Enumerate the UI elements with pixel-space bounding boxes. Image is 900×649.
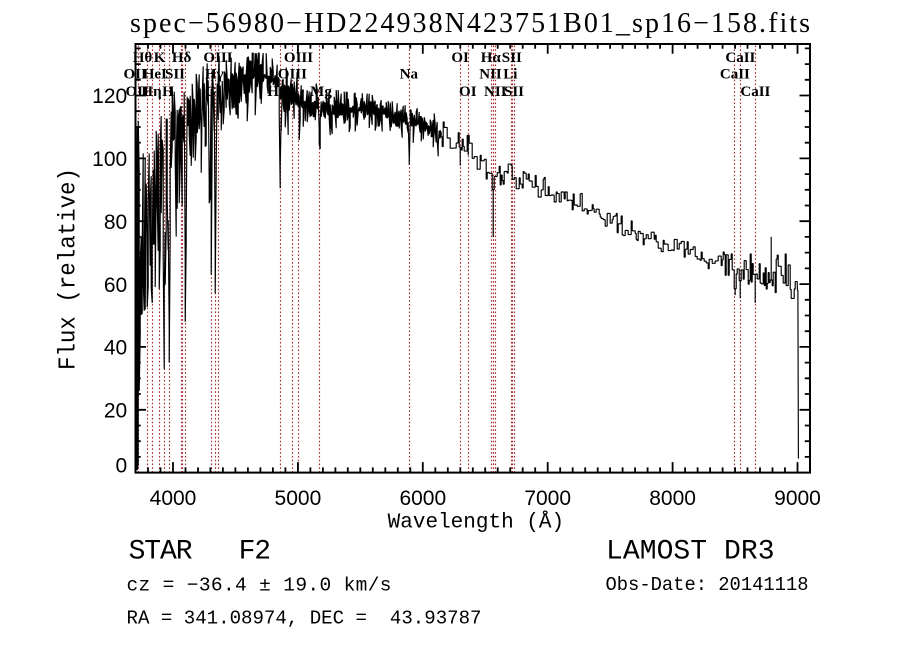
svg-text:Wavelength (Å): Wavelength (Å) — [388, 512, 564, 535]
svg-text:Hθ: Hθ — [133, 50, 153, 66]
svg-text:RA = 341.08974, DEC = 43.9378: RA = 341.08974, DEC = 43.93787 — [127, 607, 482, 629]
svg-text:Li: Li — [503, 67, 517, 83]
svg-text:4000: 4000 — [150, 487, 197, 510]
svg-text:Hδ: Hδ — [172, 50, 192, 66]
svg-text:OIII: OIII — [284, 50, 313, 66]
svg-text:6000: 6000 — [399, 487, 446, 510]
svg-text:H: H — [162, 84, 174, 100]
svg-text:HeI: HeI — [143, 67, 167, 83]
svg-text:Na: Na — [400, 67, 419, 83]
svg-text:SII: SII — [504, 84, 524, 100]
svg-text:SII: SII — [165, 67, 185, 83]
svg-text:CaII: CaII — [725, 50, 755, 66]
svg-text:OI: OI — [451, 50, 469, 66]
svg-text:120: 120 — [92, 85, 127, 108]
svg-text:8000: 8000 — [649, 487, 696, 510]
svg-text:5000: 5000 — [275, 487, 322, 510]
svg-text:spec−56980−HD224938N423751B01_: spec−56980−HD224938N423751B01_sp16−158.f… — [130, 8, 810, 39]
svg-text:cz = −36.4 ± 19.0 km/s: cz = −36.4 ± 19.0 km/s — [127, 574, 392, 596]
svg-text:0: 0 — [116, 454, 128, 477]
svg-text:7000: 7000 — [524, 487, 571, 510]
svg-text:9000: 9000 — [774, 487, 821, 510]
svg-text:K: K — [154, 50, 166, 66]
svg-text:STAR F2: STAR F2 — [129, 536, 272, 567]
svg-text:OIII: OIII — [203, 50, 232, 66]
svg-text:20: 20 — [104, 400, 127, 423]
svg-text:OI: OI — [459, 84, 477, 100]
svg-text:NII: NII — [484, 84, 507, 100]
svg-text:Hα: Hα — [481, 50, 502, 66]
svg-text:LAMOST DR3: LAMOST DR3 — [606, 536, 775, 567]
svg-text:Flux (relative): Flux (relative) — [56, 168, 83, 370]
svg-text:Hη: Hη — [141, 84, 161, 100]
svg-text:SII: SII — [502, 50, 522, 66]
svg-text:60: 60 — [104, 274, 127, 297]
svg-text:CaII: CaII — [740, 84, 770, 100]
svg-text:NII: NII — [479, 67, 502, 83]
svg-text:CaII: CaII — [720, 67, 750, 83]
svg-text:40: 40 — [104, 337, 127, 360]
svg-text:100: 100 — [92, 148, 127, 171]
svg-text:Obs-Date: 20141118: Obs-Date: 20141118 — [606, 574, 809, 596]
svg-text:80: 80 — [104, 211, 127, 234]
svg-text:OIII: OIII — [278, 67, 307, 83]
